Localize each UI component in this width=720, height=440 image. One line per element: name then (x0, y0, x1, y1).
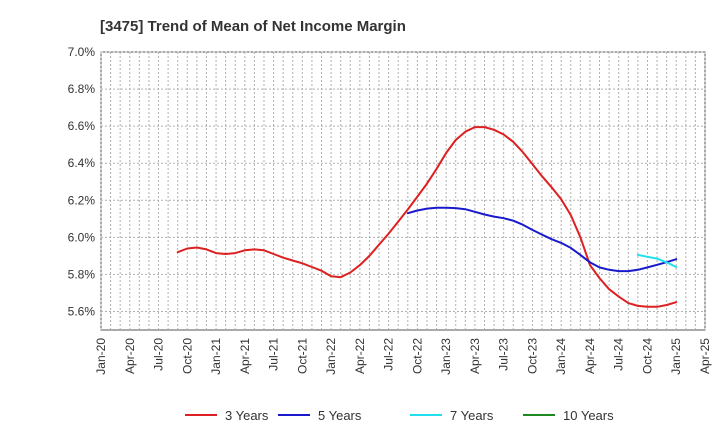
y-tick-label: 6.2% (68, 193, 96, 207)
legend-label: 7 Years (450, 408, 494, 423)
x-tick-label: Jan-24 (554, 338, 568, 375)
x-tick-label: Jul-24 (612, 338, 626, 371)
x-axis-ticks: Jan-20 Apr-20 Jul-20 Oct-20 Jan-21 Apr-21 Jul-… (94, 338, 712, 375)
series-line-7-years (636, 253, 678, 268)
y-tick-label: 5.6% (68, 304, 96, 318)
x-tick-label: Jan-20 (94, 338, 108, 375)
x-tick-label: Apr-24 (583, 338, 597, 374)
y-tick-label: 6.0% (68, 230, 96, 244)
series-lines (176, 126, 678, 308)
x-tick-label: Apr-23 (468, 338, 482, 374)
legend-label: 5 Years (318, 408, 362, 423)
x-tick-label: Oct-21 (295, 338, 309, 374)
y-tick-label: 7.0% (68, 45, 96, 59)
x-tick-label: Jan-23 (439, 338, 453, 375)
x-tick-label: Jul-22 (382, 338, 396, 371)
legend-label: 3 Years (225, 408, 269, 423)
y-tick-label: 6.4% (68, 156, 96, 170)
series-line-3-years (176, 126, 678, 308)
x-tick-label: Apr-20 (123, 338, 137, 374)
x-tick-label: Jan-25 (669, 338, 683, 375)
x-tick-label: Oct-20 (180, 338, 194, 374)
x-tick-label: Oct-23 (525, 338, 539, 374)
series-line-5-years (406, 206, 678, 273)
x-tick-label: Jan-21 (209, 338, 223, 375)
x-tick-label: Apr-25 (698, 338, 712, 374)
legend-label: 10 Years (563, 408, 614, 423)
x-tick-label: Jul-23 (497, 338, 511, 371)
x-tick-label: Apr-22 (353, 338, 367, 374)
x-tick-label: Oct-24 (640, 338, 654, 374)
plot-area (100, 51, 706, 331)
y-tick-label: 6.8% (68, 82, 96, 96)
x-tick-label: Oct-22 (410, 338, 424, 374)
legend: 3 Years 5 Years 7 Years 10 Years (185, 408, 614, 423)
chart-title: [3475] Trend of Mean of Net Income Margi… (100, 18, 406, 35)
x-tick-label: Jan-22 (324, 338, 338, 375)
x-tick-label: Jul-21 (267, 338, 281, 371)
grid-lines (100, 51, 706, 330)
x-tick-label: Jul-20 (152, 338, 166, 371)
x-tick-label: Apr-21 (238, 338, 252, 374)
y-axis-ticks: 7.0% 6.8% 6.6% 6.4% 6.2% 6.0% 5.8% 5.6% (68, 45, 96, 318)
y-tick-label: 5.8% (68, 267, 96, 281)
y-tick-label: 6.6% (68, 119, 96, 133)
